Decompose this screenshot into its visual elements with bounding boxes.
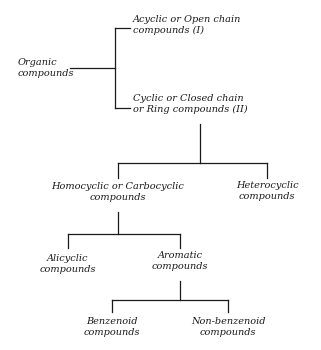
Text: Homocyclic or Carbocyclic
compounds: Homocyclic or Carbocyclic compounds	[52, 182, 185, 202]
Text: Organic
compounds: Organic compounds	[18, 58, 74, 78]
Text: Aromatic
compounds: Aromatic compounds	[152, 251, 208, 271]
Text: Cyclic or Closed chain
or Ring compounds (II): Cyclic or Closed chain or Ring compounds…	[133, 94, 247, 114]
Text: Alicyclic
compounds: Alicyclic compounds	[40, 254, 96, 274]
Text: Acyclic or Open chain
compounds (I): Acyclic or Open chain compounds (I)	[133, 15, 241, 35]
Text: Heterocyclic
compounds: Heterocyclic compounds	[236, 181, 298, 201]
Text: Benzenoid
compounds: Benzenoid compounds	[84, 317, 140, 337]
Text: Non-benzenoid
compounds: Non-benzenoid compounds	[191, 317, 265, 337]
